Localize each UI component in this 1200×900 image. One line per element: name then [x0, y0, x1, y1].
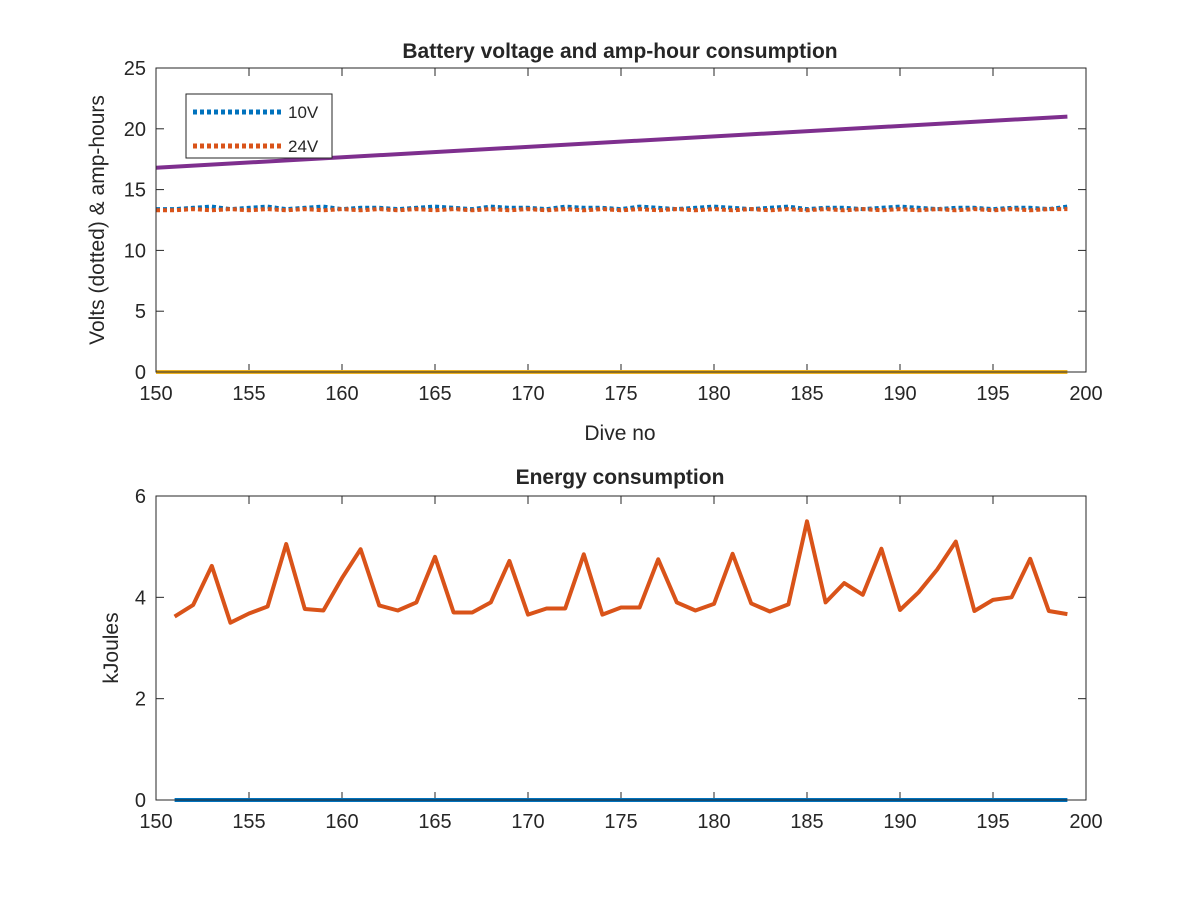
- x-tick-label: 190: [883, 383, 916, 405]
- x-tick-label: 155: [232, 383, 265, 405]
- x-tick-label: 160: [325, 811, 358, 833]
- y-axis-label: Volts (dotted) & amp-hours: [86, 95, 109, 345]
- plot-frame: [155, 495, 1087, 801]
- chart-title: Energy consumption: [516, 466, 725, 489]
- y-tick-label: 2: [135, 689, 146, 711]
- y-tick-label: 15: [124, 180, 146, 202]
- x-tick-label: 190: [883, 811, 916, 833]
- x-tick-label: 150: [139, 811, 172, 833]
- x-tick-label: 195: [976, 383, 1009, 405]
- x-tick-label: 185: [790, 811, 823, 833]
- x-tick-label: 175: [604, 383, 637, 405]
- x-tick-label: 170: [511, 383, 544, 405]
- y-tick-label: 6: [135, 486, 146, 508]
- x-tick-label: 180: [697, 383, 730, 405]
- x-tick-label: 165: [418, 383, 451, 405]
- y-tick-label: 0: [135, 362, 146, 384]
- y-tick-label: 4: [135, 587, 146, 609]
- x-tick-label: 185: [790, 383, 823, 405]
- legend: 10V 24V: [185, 93, 333, 159]
- y-tick-label: 25: [124, 58, 146, 80]
- series-line-24v: [156, 207, 1068, 213]
- plot-frame: [155, 67, 1087, 373]
- series-line-1-1: [173, 519, 1068, 625]
- y-tick-label: 0: [135, 790, 146, 812]
- voltage-amp-hour-axes: Battery voltage and amp-hour consumption…: [86, 40, 1103, 445]
- x-tick-label: 175: [604, 811, 637, 833]
- legend-label-10v: 10V: [288, 103, 319, 122]
- y-tick-label: 10: [124, 240, 146, 262]
- x-tick-label: 170: [511, 811, 544, 833]
- x-tick-label: 195: [976, 811, 1009, 833]
- series-line-0-3: [155, 114, 1068, 170]
- legend-label-24v: 24V: [288, 137, 319, 156]
- x-tick-label: 155: [232, 811, 265, 833]
- chart-title: Battery voltage and amp-hour consumption: [402, 40, 837, 63]
- x-tick-label: 150: [139, 383, 172, 405]
- x-tick-label: 200: [1069, 811, 1102, 833]
- x-axis-label: Dive no: [584, 422, 655, 445]
- x-tick-label: 165: [418, 811, 451, 833]
- x-tick-label: 180: [697, 811, 730, 833]
- tick-layer: 150 155 160 165 170 175 180 185 190 195 200 0 2 4 6: [135, 486, 1103, 833]
- x-tick-label: 200: [1069, 383, 1102, 405]
- y-tick-label: 5: [135, 301, 146, 323]
- y-tick-label: 20: [124, 119, 146, 141]
- y-axis-label: kJoules: [100, 612, 123, 683]
- x-tick-label: 160: [325, 383, 358, 405]
- tick-layer: 150 155 160 165 170 175 180 185 190 195 200 0 5 10 15 2…: [124, 58, 1103, 405]
- energy-axes: Energy consumption kJoules 150 155 160 165 1…: [100, 466, 1103, 833]
